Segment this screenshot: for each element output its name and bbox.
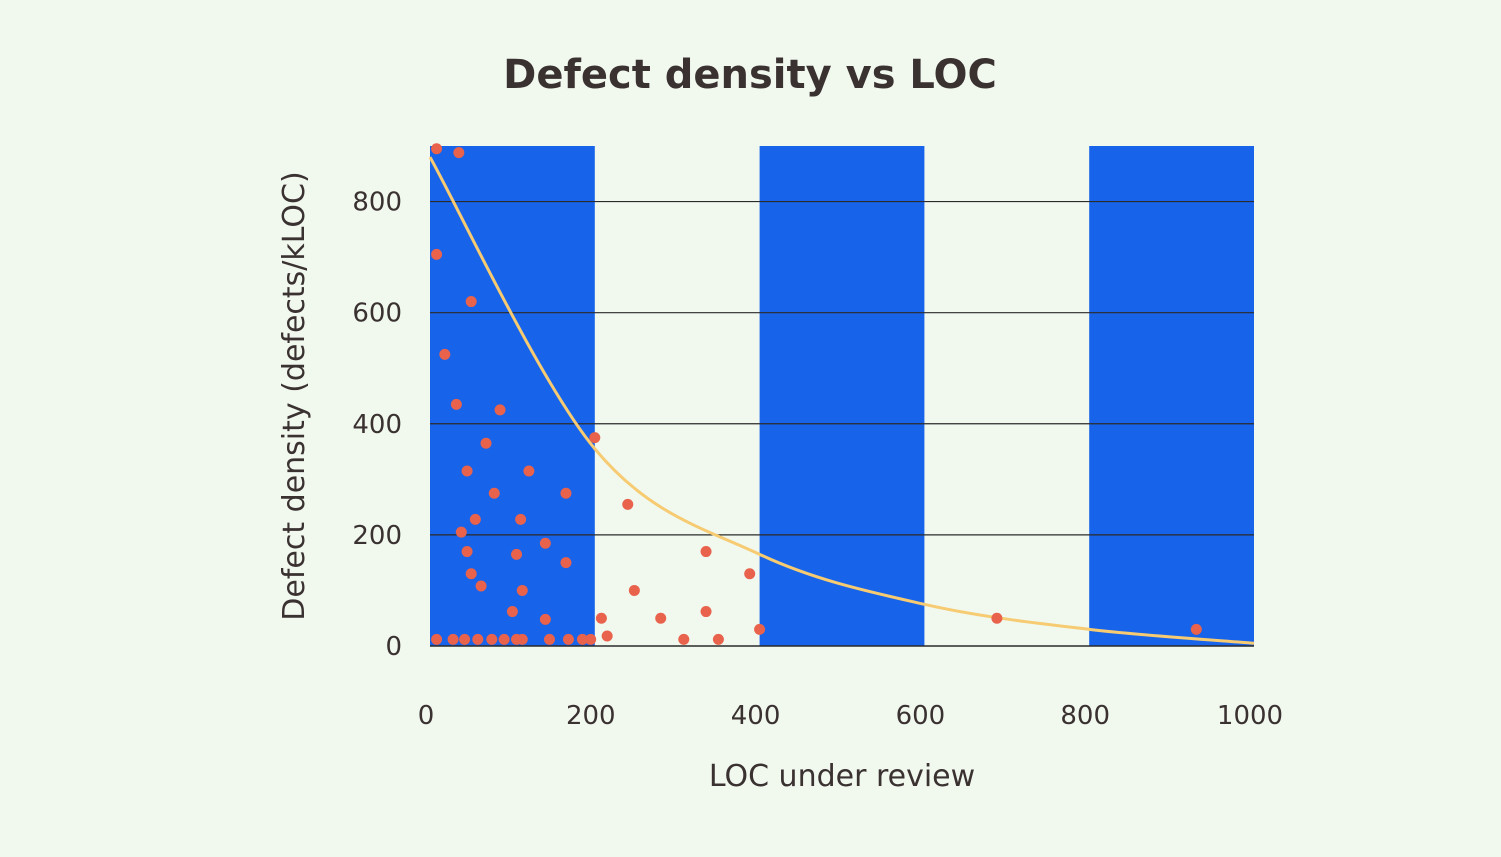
x-tick-label: 400 <box>731 701 781 731</box>
y-tick-label: 0 <box>385 632 402 662</box>
background-band <box>1089 146 1254 646</box>
y-tick-label: 200 <box>352 521 402 551</box>
data-point <box>516 584 528 596</box>
y-tick-label: 600 <box>352 299 402 329</box>
data-point <box>465 296 477 308</box>
data-point <box>431 143 443 155</box>
y-tick-labels: 0 200 400 600 800 <box>352 188 402 662</box>
data-point <box>1190 623 1202 635</box>
data-point <box>628 584 640 596</box>
y-tick-label: 400 <box>352 410 402 440</box>
data-point <box>562 633 574 645</box>
y-tick-label: 800 <box>352 188 402 218</box>
data-point <box>461 546 473 558</box>
x-axis-label: LOC under review <box>709 759 975 794</box>
data-point <box>744 568 756 580</box>
data-point <box>472 633 484 645</box>
data-point <box>700 606 712 618</box>
data-point <box>539 613 551 625</box>
data-point <box>447 633 459 645</box>
data-point <box>439 348 451 360</box>
data-point <box>678 633 690 645</box>
x-tick-labels: 0 200 400 600 800 1000 <box>418 701 1283 731</box>
data-point <box>511 548 523 560</box>
data-point <box>543 633 555 645</box>
data-point <box>475 580 487 592</box>
data-point <box>431 633 443 645</box>
data-point <box>585 633 597 645</box>
x-tick-label: 0 <box>418 701 435 731</box>
data-point <box>700 546 712 558</box>
data-point <box>516 633 528 645</box>
background-band <box>430 146 595 646</box>
data-point <box>480 437 492 449</box>
data-point <box>461 465 473 477</box>
data-point <box>712 633 724 645</box>
data-point <box>486 633 498 645</box>
data-point <box>459 633 471 645</box>
y-axis-label: Defect density (defects/kLOC) <box>277 171 312 620</box>
y-gridlines <box>430 200 1254 536</box>
data-point <box>450 398 462 410</box>
data-point <box>488 487 500 499</box>
x-tick-label: 600 <box>896 701 946 731</box>
background-band <box>759 146 925 646</box>
data-points <box>431 143 1202 645</box>
data-point <box>506 606 518 618</box>
data-point <box>601 630 613 642</box>
data-point <box>595 612 607 624</box>
trend-curve <box>428 156 1255 645</box>
data-point <box>560 487 572 499</box>
data-point <box>494 404 506 416</box>
data-point <box>469 513 481 525</box>
data-point <box>498 633 510 645</box>
data-point <box>754 623 766 635</box>
data-point <box>515 513 527 525</box>
data-point <box>622 498 634 510</box>
data-point <box>523 465 535 477</box>
x-tick-label: 1000 <box>1217 701 1283 731</box>
chart-title: Defect density vs LOC <box>503 52 997 98</box>
data-point <box>655 612 667 624</box>
data-point <box>576 633 588 645</box>
data-point <box>589 432 601 444</box>
trend-line <box>428 156 1255 645</box>
background-bands <box>430 146 1254 646</box>
data-point <box>455 526 467 538</box>
data-point <box>539 537 551 549</box>
x-tick-label: 200 <box>566 701 616 731</box>
data-point <box>991 612 1003 624</box>
data-point <box>560 557 572 569</box>
data-point <box>431 248 443 260</box>
data-point <box>453 147 465 159</box>
data-point <box>465 568 477 580</box>
x-tick-label: 800 <box>1060 701 1110 731</box>
